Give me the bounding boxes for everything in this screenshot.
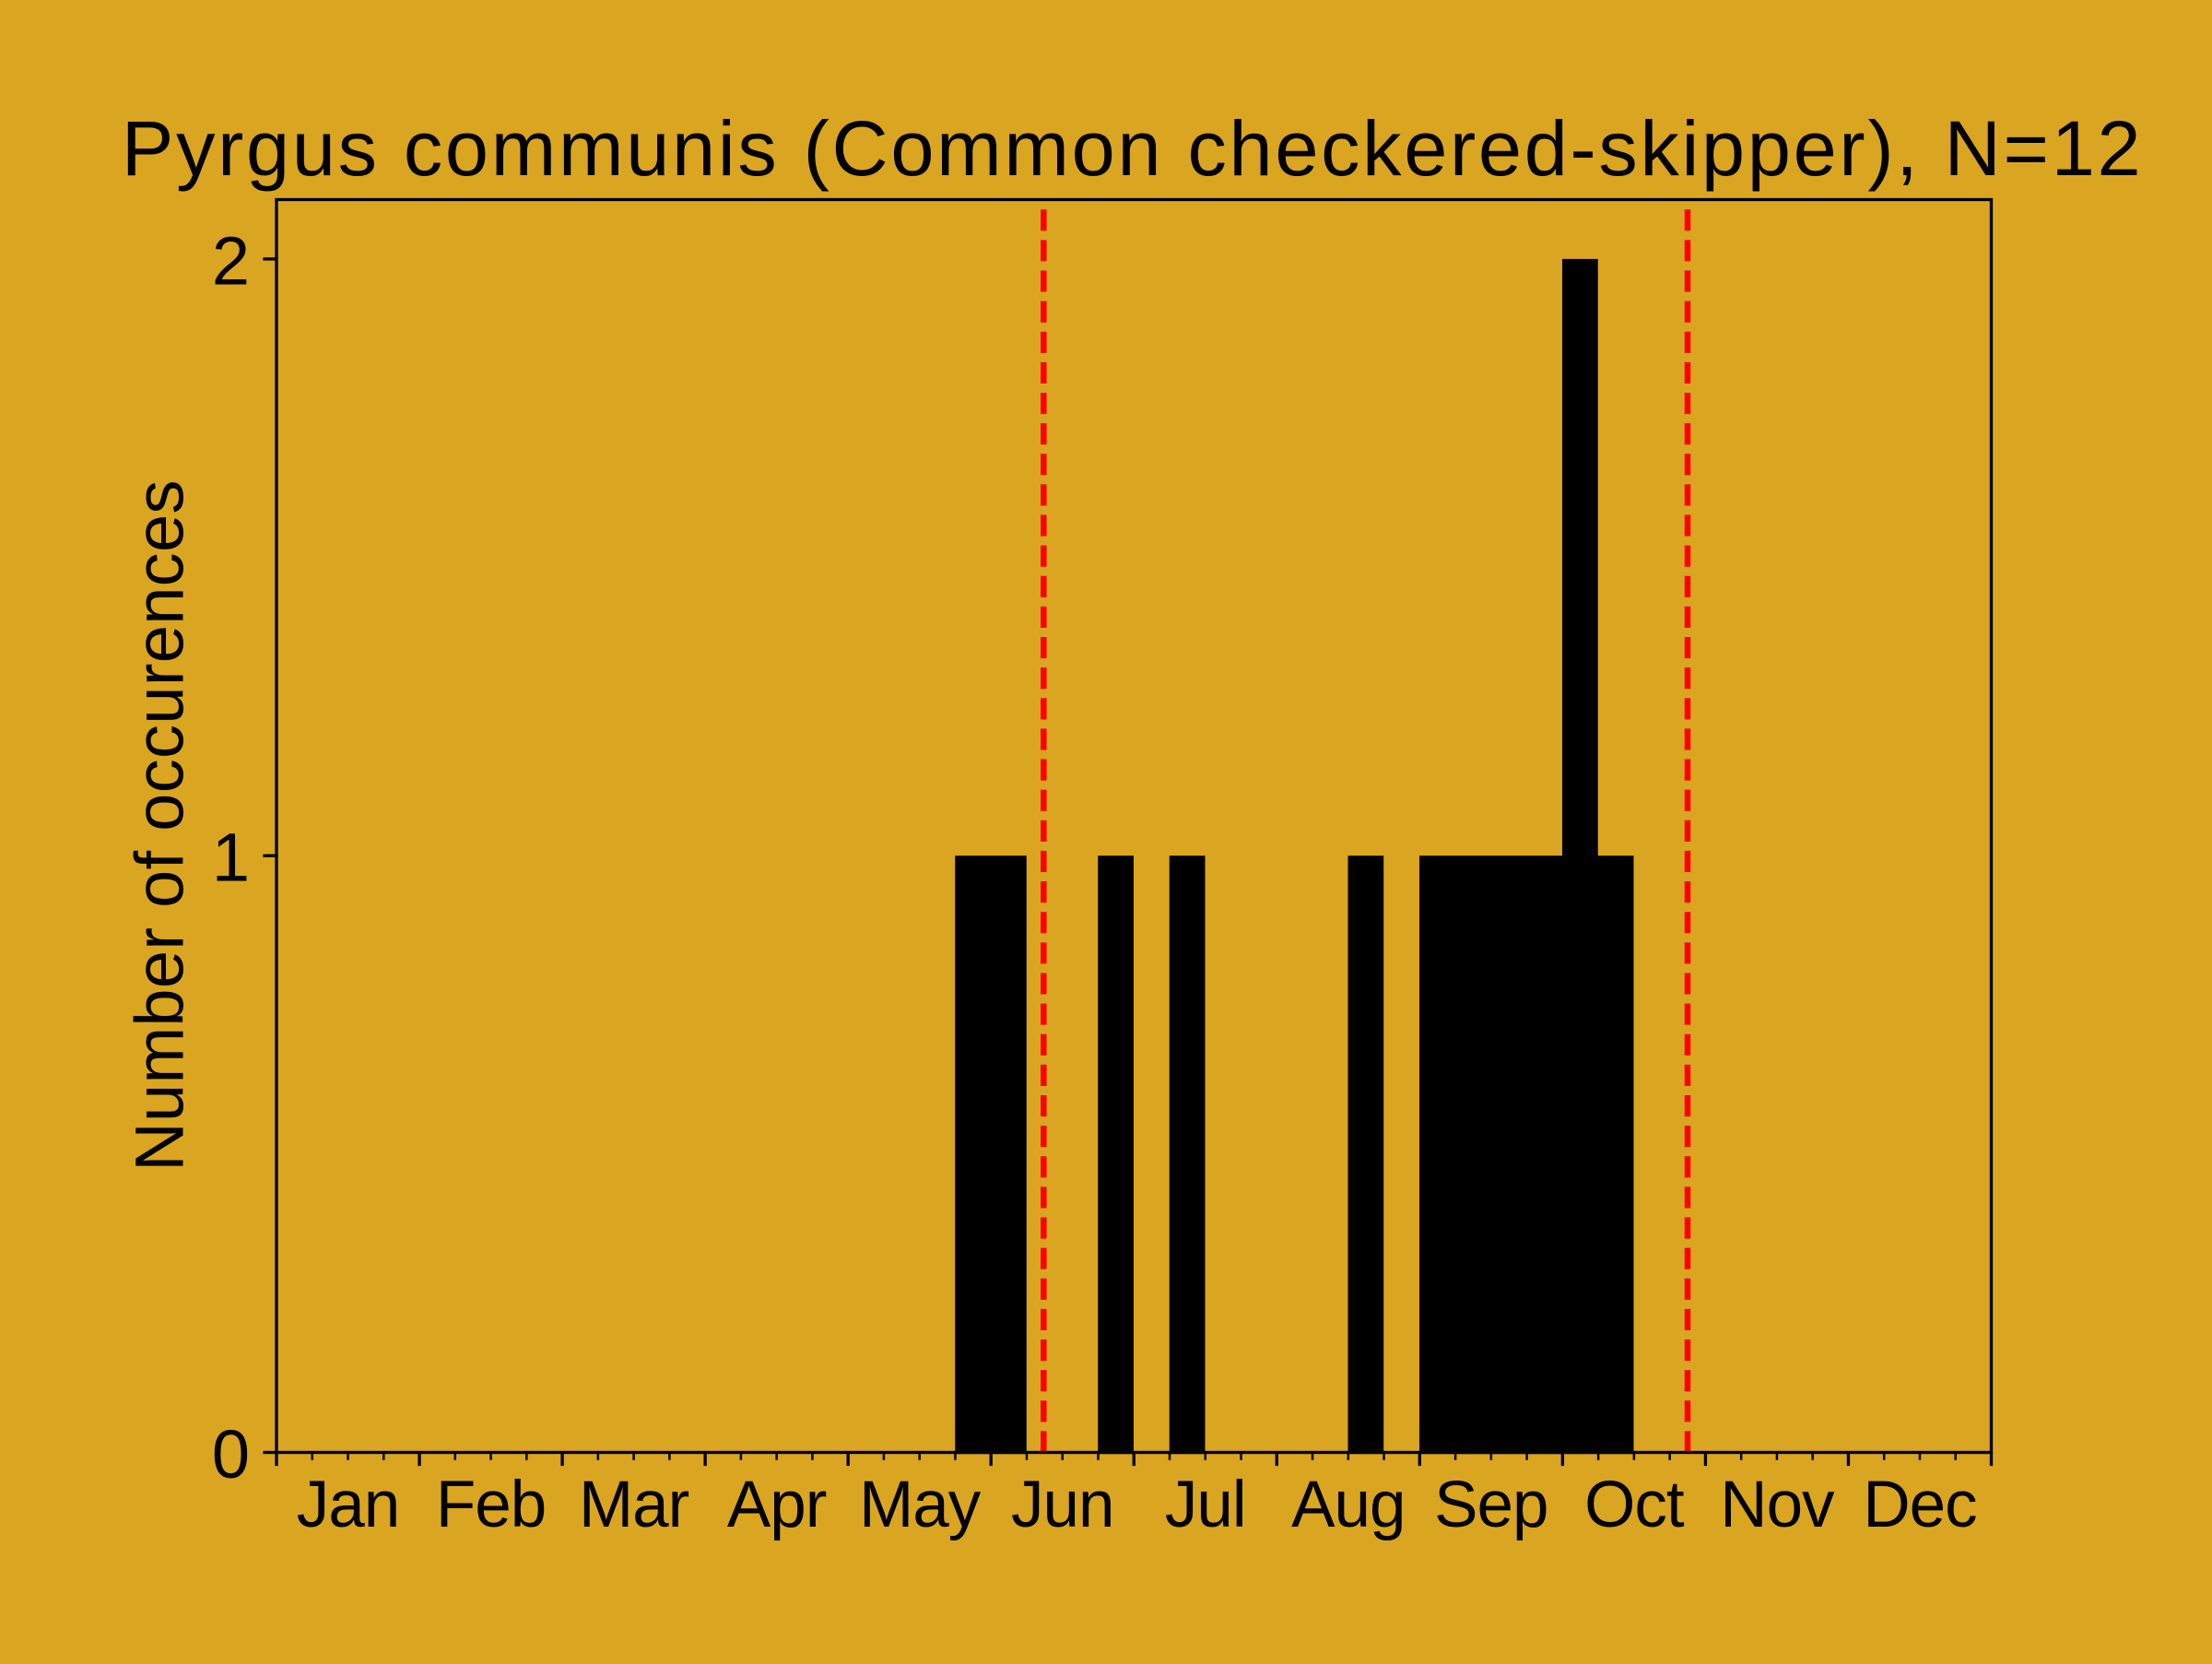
svg-text:Pyrgus communis (Common checke: Pyrgus communis (Common checkered-skippe… — [122, 104, 2143, 192]
svg-text:0: 0 — [212, 1416, 250, 1493]
svg-text:Apr: Apr — [727, 1469, 827, 1541]
svg-text:1: 1 — [212, 820, 250, 896]
svg-text:Jun: Jun — [1011, 1469, 1113, 1541]
svg-text:Nov: Nov — [1720, 1469, 1835, 1541]
svg-text:Number of occurences: Number of occurences — [122, 479, 198, 1171]
svg-text:Mar: Mar — [579, 1469, 689, 1541]
svg-text:Oct: Oct — [1584, 1469, 1685, 1541]
svg-text:Jul: Jul — [1165, 1469, 1246, 1541]
svg-text:Sep: Sep — [1434, 1469, 1547, 1541]
svg-text:Dec: Dec — [1863, 1469, 1976, 1541]
svg-text:2: 2 — [212, 222, 250, 299]
svg-text:Aug: Aug — [1291, 1469, 1405, 1541]
svg-text:Jan: Jan — [297, 1469, 399, 1541]
svg-text:May: May — [859, 1469, 982, 1541]
svg-text:Feb: Feb — [436, 1469, 546, 1541]
